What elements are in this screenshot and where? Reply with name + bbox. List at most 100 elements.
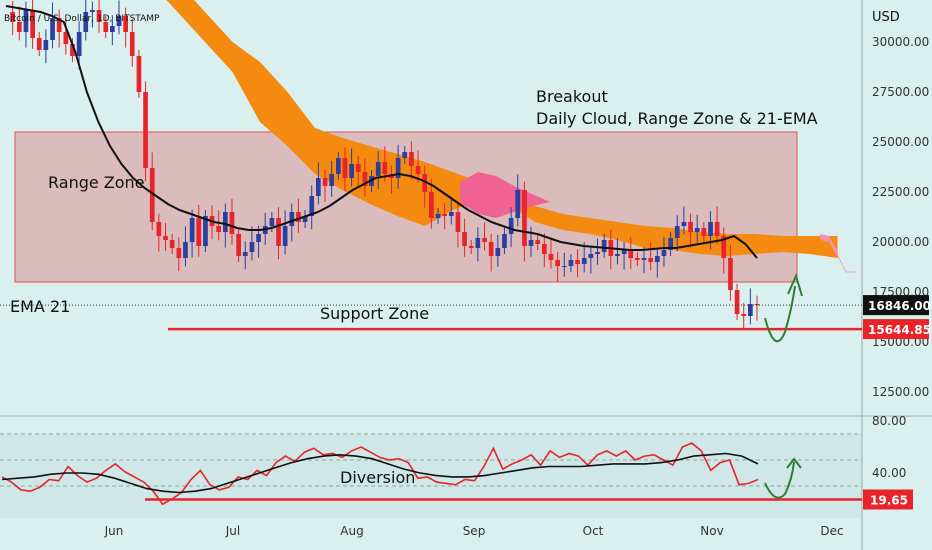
candle-body bbox=[269, 218, 275, 226]
candle-body bbox=[322, 178, 328, 186]
candle-body bbox=[110, 26, 115, 32]
candle-body bbox=[415, 166, 421, 174]
candle-body bbox=[349, 164, 354, 178]
candle-body bbox=[402, 152, 408, 158]
candle-body bbox=[136, 56, 142, 92]
cloud-projection-pink bbox=[820, 234, 838, 258]
rebound-arrow bbox=[764, 285, 796, 343]
rsi-rebound-arrow bbox=[764, 461, 795, 499]
candle-body bbox=[316, 178, 321, 196]
rsi-axis-tick: 80.00 bbox=[872, 414, 906, 428]
candle-body bbox=[96, 10, 102, 22]
breakout-annotation-line2: Daily Cloud, Range Zone & 21-EMA bbox=[536, 109, 818, 128]
range-zone-label: Range Zone bbox=[48, 173, 145, 192]
price-axis-tick: 20000.00 bbox=[872, 235, 929, 249]
price-axis-tick: 25000.00 bbox=[872, 135, 929, 149]
candle-body bbox=[422, 174, 428, 192]
candle-body bbox=[355, 164, 361, 172]
candle-body bbox=[495, 248, 501, 256]
candle-body bbox=[621, 250, 627, 254]
time-axis-tick: Sep bbox=[463, 524, 486, 538]
candle-body bbox=[555, 260, 560, 266]
rsi-diversion-label: Diversion bbox=[340, 468, 415, 487]
candle-body bbox=[734, 290, 740, 314]
ichimoku-cloud-orange bbox=[166, 0, 838, 258]
candle-body bbox=[701, 228, 707, 236]
candle-body bbox=[103, 22, 109, 32]
candle-body bbox=[674, 226, 680, 238]
candle-body bbox=[741, 314, 747, 316]
candle-body bbox=[336, 158, 341, 174]
candle-body bbox=[548, 254, 554, 260]
candle-body bbox=[561, 266, 567, 267]
candle-body bbox=[508, 218, 514, 234]
candle-body bbox=[502, 234, 507, 248]
ema21-line bbox=[5, 5, 758, 259]
candle-body bbox=[256, 234, 261, 242]
price-axis-tick: 12500.00 bbox=[872, 385, 929, 399]
candle-body bbox=[395, 158, 401, 178]
candle-body bbox=[83, 12, 89, 32]
candle-body bbox=[435, 214, 441, 218]
candle-body bbox=[429, 192, 434, 218]
candle-body bbox=[70, 44, 75, 56]
candle-body bbox=[475, 238, 481, 248]
candle-body bbox=[581, 258, 587, 264]
rsi-line bbox=[1, 442, 759, 506]
candle-body bbox=[442, 214, 447, 216]
rsi-band bbox=[0, 434, 862, 518]
candle-body bbox=[116, 16, 122, 26]
candle-body bbox=[655, 256, 660, 262]
candle-body bbox=[375, 162, 381, 176]
candle-body bbox=[276, 218, 281, 246]
candle-body bbox=[382, 162, 388, 174]
candle-body bbox=[196, 218, 202, 246]
candle-body bbox=[163, 236, 168, 240]
candle-body bbox=[728, 258, 733, 290]
candle-body bbox=[482, 238, 487, 242]
candle-body bbox=[522, 190, 527, 246]
candle-body bbox=[50, 18, 55, 40]
price-axis-tick: 27500.00 bbox=[872, 85, 929, 99]
candle-body bbox=[568, 260, 574, 266]
candle-body bbox=[76, 32, 82, 56]
candle-body bbox=[528, 240, 534, 246]
candle-body bbox=[289, 212, 295, 226]
candle-body bbox=[615, 254, 620, 256]
candle-body bbox=[90, 10, 95, 12]
time-axis-tick: Oct bbox=[583, 524, 604, 538]
candle-body bbox=[714, 222, 720, 236]
candle-body bbox=[542, 244, 547, 254]
candle-body bbox=[681, 222, 687, 226]
rsi-level-label-bg bbox=[863, 489, 913, 510]
candle-body bbox=[149, 168, 155, 222]
candle-body bbox=[302, 216, 308, 222]
time-axis-tick: Dec bbox=[820, 524, 843, 538]
rsi-average-line bbox=[1, 452, 759, 494]
candle-body bbox=[23, 10, 29, 32]
candle-body bbox=[183, 242, 188, 258]
support-price-label: 15644.85 bbox=[868, 323, 931, 337]
candle-body bbox=[10, 12, 15, 22]
candle-body bbox=[249, 242, 255, 252]
chart-title: Bitcoin / U.S. Dollar, 1D, BITSTAMP bbox=[4, 14, 160, 24]
candle-body bbox=[754, 304, 760, 306]
candle-body bbox=[129, 32, 135, 56]
current-price-label: 16846.00 bbox=[868, 299, 931, 313]
candle-body bbox=[648, 258, 653, 262]
time-axis-tick: Jul bbox=[225, 524, 240, 538]
candle-body bbox=[409, 152, 414, 166]
candle-body bbox=[694, 228, 700, 232]
candle-body bbox=[242, 252, 248, 256]
candle-body bbox=[342, 158, 348, 178]
candle-body bbox=[309, 196, 315, 216]
candle-body bbox=[362, 172, 368, 186]
candle-body bbox=[635, 258, 640, 260]
time-axis-tick: Aug bbox=[340, 524, 363, 538]
candle-body bbox=[43, 40, 49, 50]
cloud-projection-line bbox=[837, 255, 856, 273]
candle-body bbox=[449, 212, 454, 216]
candle-body bbox=[628, 250, 634, 258]
rebound-arrow-head bbox=[787, 273, 803, 297]
